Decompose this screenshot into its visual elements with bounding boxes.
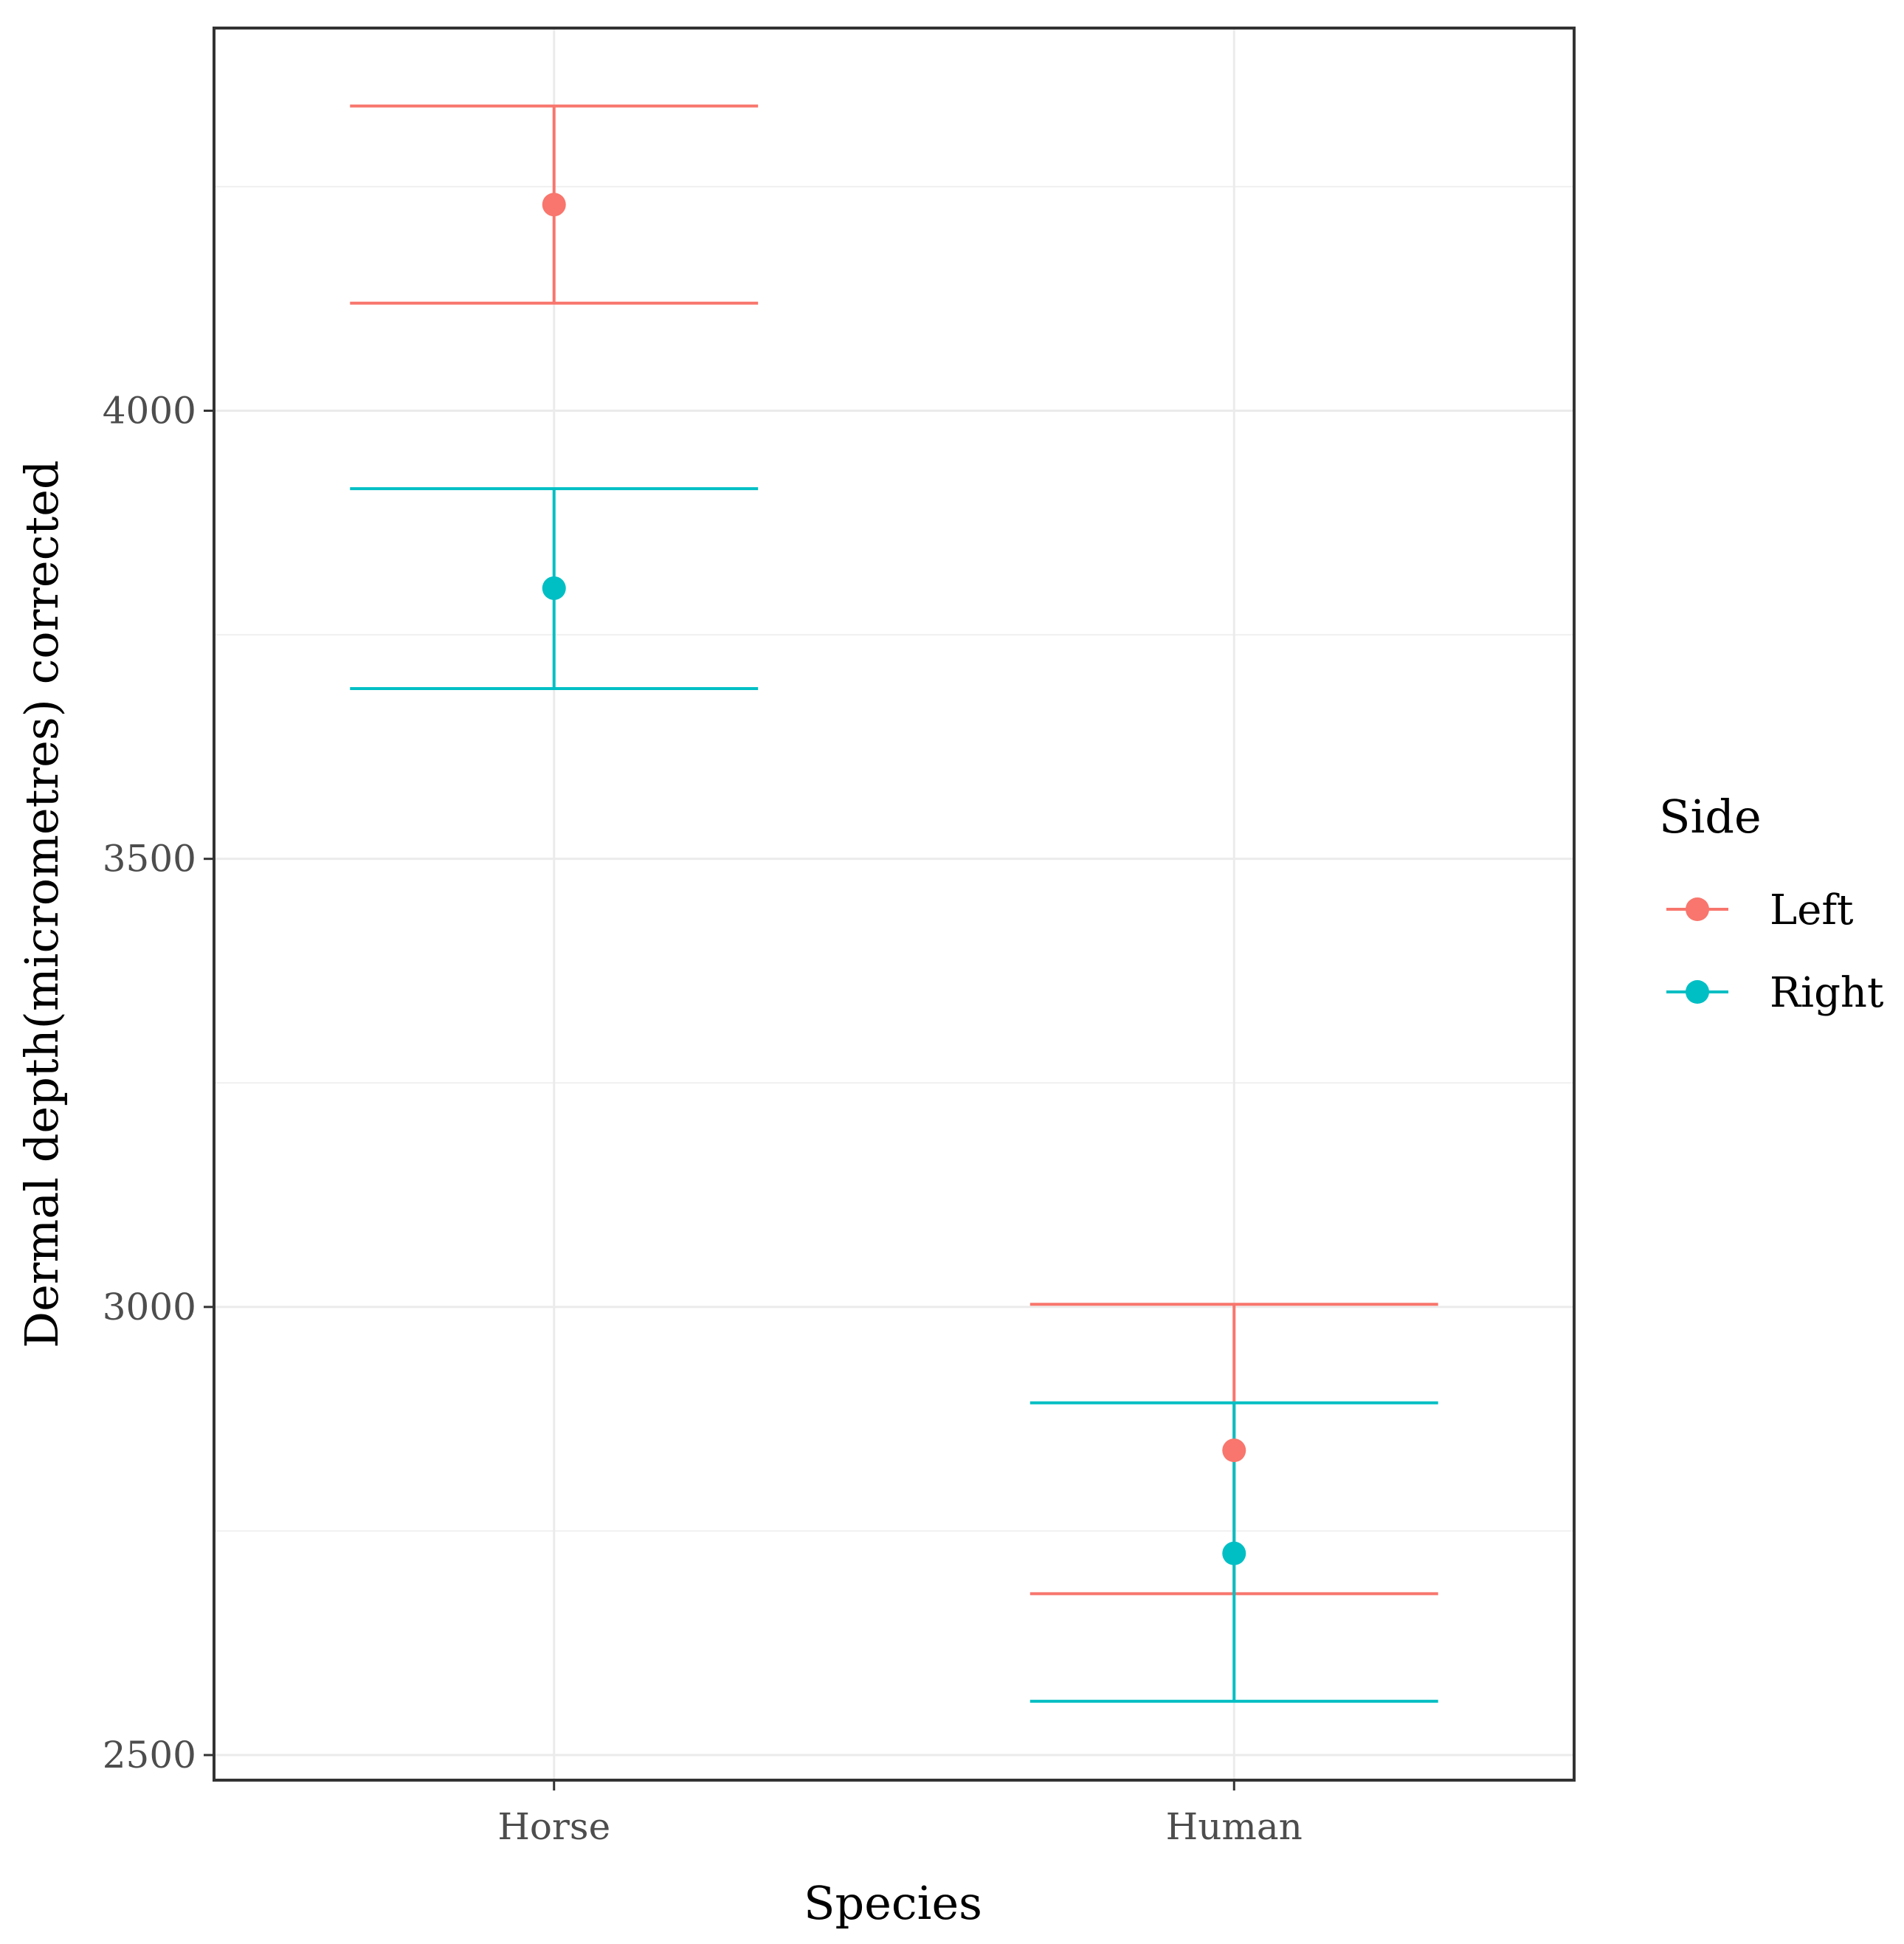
panel-border — [213, 27, 1576, 1782]
x-axis-ticks: Horse Human — [497, 1780, 1303, 1848]
point-right-human — [1222, 1541, 1246, 1565]
legend-key-point-right — [1686, 980, 1709, 1004]
point-right-horse — [542, 576, 566, 600]
legend-label-left: Left — [1770, 886, 1854, 934]
y-axis-ticks: 2500 3000 3500 4000 — [103, 390, 214, 1776]
x-tick-label-human: Human — [1166, 1805, 1303, 1848]
y-axis-title: Dermal depth(micrometres) corrected — [15, 460, 69, 1348]
y-tick-label: 3000 — [103, 1286, 196, 1328]
y-tick-label: 2500 — [103, 1734, 196, 1776]
legend-key-point-left — [1686, 897, 1709, 921]
legend: Side Left Right — [1659, 790, 1884, 1017]
point-left-horse — [542, 193, 566, 217]
minor-gridlines — [214, 185, 1574, 1532]
x-axis-title: Species — [804, 1876, 982, 1930]
y-tick-label: 3500 — [103, 838, 196, 880]
y-tick-label: 4000 — [103, 390, 196, 432]
point-left-human — [1222, 1438, 1246, 1463]
data-points — [542, 193, 1246, 1565]
x-tick-label-horse: Horse — [497, 1805, 610, 1848]
legend-title: Side — [1659, 790, 1762, 844]
legend-label-right: Right — [1770, 969, 1884, 1017]
